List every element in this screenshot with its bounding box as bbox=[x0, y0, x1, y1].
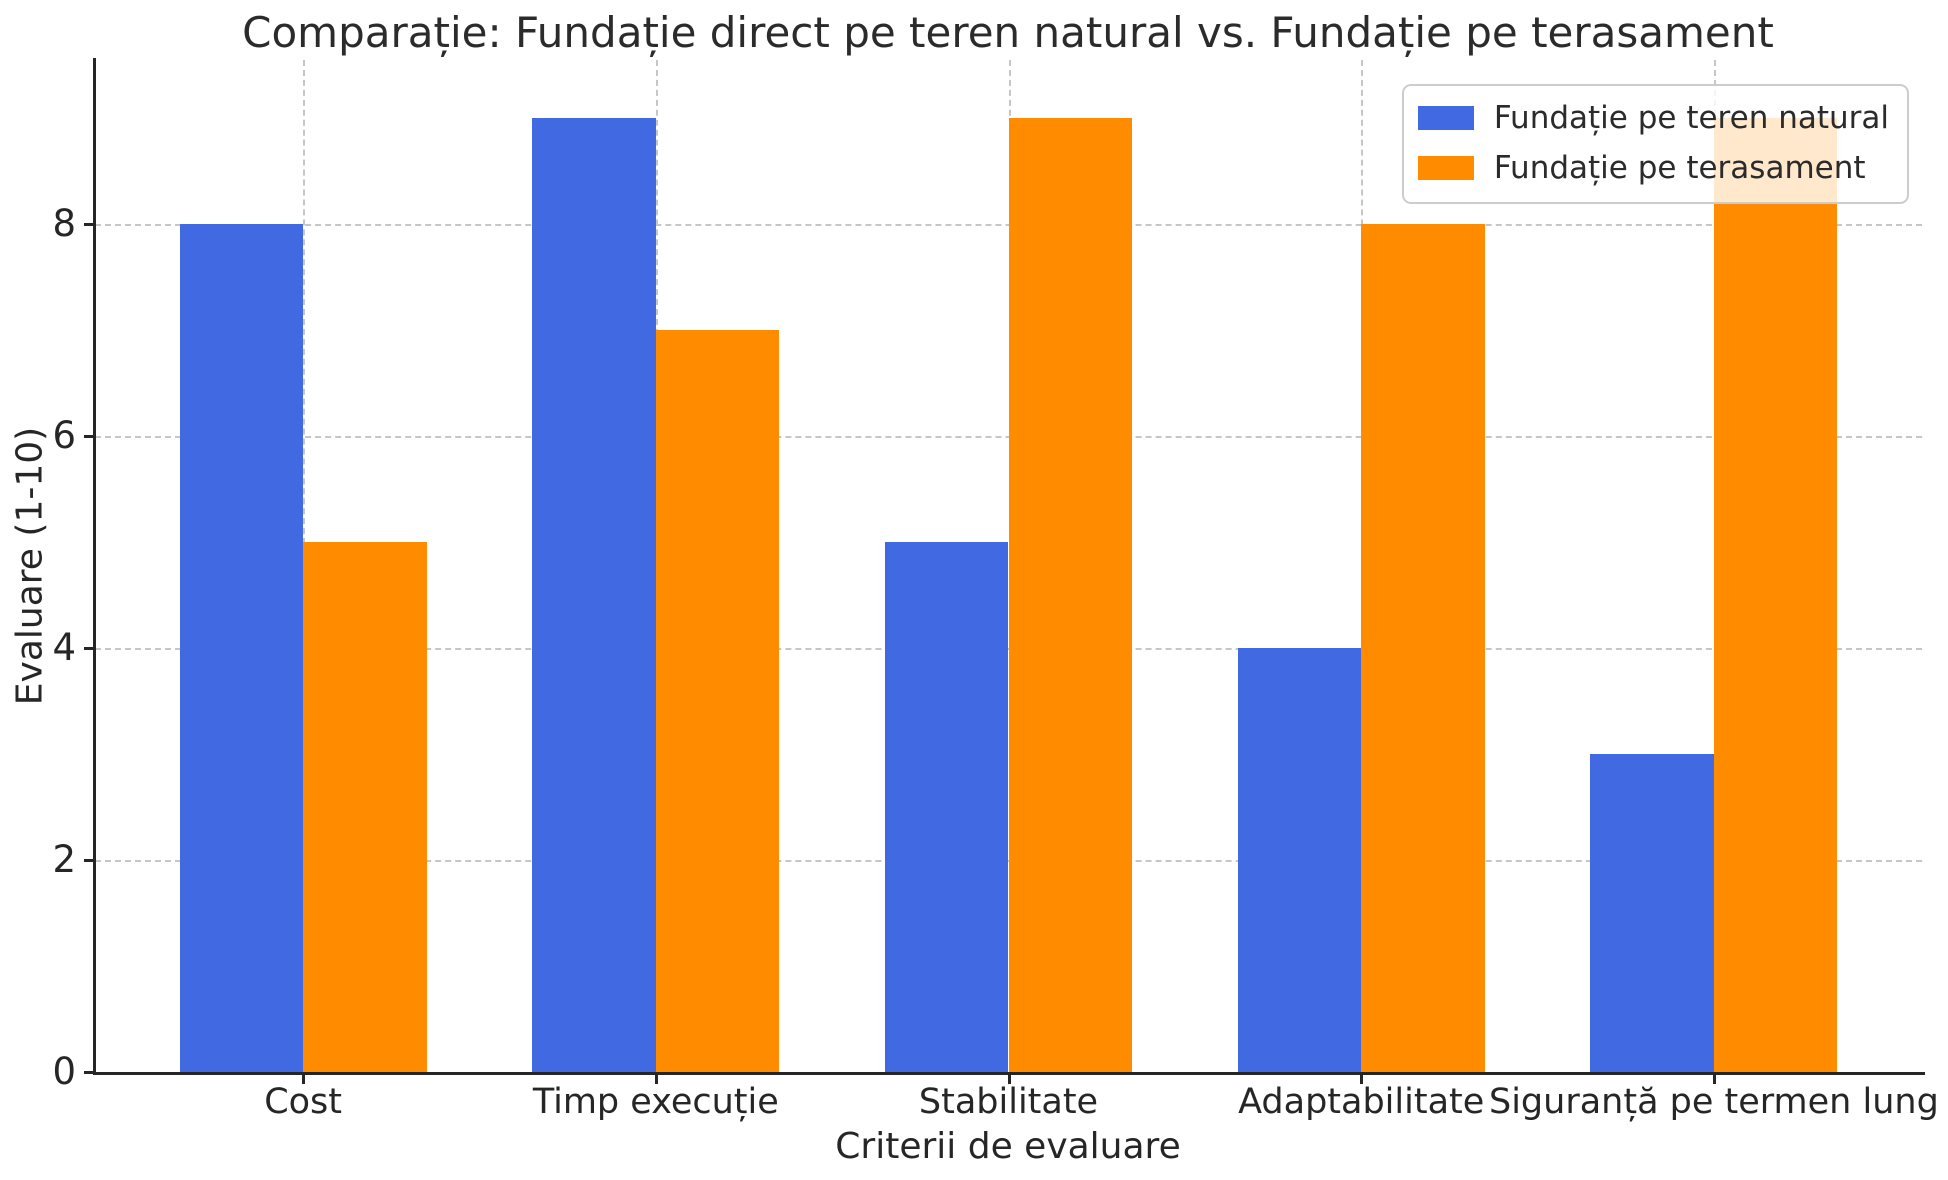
bar-fundație-pe-terasament bbox=[655, 330, 780, 1072]
bar-fundație-pe-terasament bbox=[303, 542, 427, 1072]
y-tick-label: 6 bbox=[52, 414, 76, 458]
bottom-spine bbox=[93, 1072, 1925, 1075]
y-tick-label: 4 bbox=[52, 626, 76, 670]
x-tick-label: Siguranță pe termen lung bbox=[1488, 1082, 1939, 1122]
bar-fundație-pe-teren-natural bbox=[532, 118, 656, 1072]
x-tick-label: Timp execuție bbox=[532, 1082, 779, 1122]
plot-area: Fundație pe teren natural Fundație pe ter… bbox=[95, 60, 1922, 1072]
legend-label: Fundație pe teren natural bbox=[1493, 100, 1889, 136]
bar-fundație-pe-teren-natural bbox=[179, 224, 304, 1072]
legend: Fundație pe teren natural Fundație pe ter… bbox=[1401, 84, 1909, 204]
x-tick-label: Stabilitate bbox=[918, 1082, 1099, 1122]
bar-fundație-pe-teren-natural bbox=[1237, 648, 1362, 1072]
x-axis-label: Criterii de evaluare bbox=[835, 1126, 1181, 1167]
y-tick-mark bbox=[84, 223, 93, 227]
x-tick-mark bbox=[1360, 1075, 1364, 1084]
legend-item-fundație-pe-terasament: Fundație pe terasament bbox=[1417, 146, 1889, 190]
y-tick-label: 0 bbox=[52, 1050, 76, 1093]
bar-fundație-pe-teren-natural bbox=[1590, 754, 1714, 1072]
x-tick-mark bbox=[1007, 1075, 1011, 1084]
legend-swatch-fundație-pe-teren-natural bbox=[1417, 106, 1474, 130]
left-spine bbox=[93, 58, 96, 1075]
x-tick-label: Adaptabilitate bbox=[1238, 1082, 1485, 1122]
x-tick-mark bbox=[302, 1075, 306, 1084]
y-tick-label: 8 bbox=[52, 202, 76, 246]
bar-fundație-pe-teren-natural bbox=[885, 542, 1009, 1072]
y-tick-mark bbox=[84, 435, 93, 439]
bar-fundație-pe-terasament bbox=[1361, 224, 1485, 1072]
legend-swatch-fundație-pe-terasament bbox=[1417, 156, 1474, 180]
legend-item-fundație-pe-teren-natural: Fundație pe teren natural bbox=[1417, 96, 1889, 140]
x-tick-mark bbox=[654, 1075, 658, 1084]
chart-title: Comparație: Fundație direct pe teren nat… bbox=[242, 8, 1774, 57]
bar-fundație-pe-terasament bbox=[1713, 118, 1838, 1072]
bar-fundație-pe-terasament bbox=[1008, 118, 1132, 1072]
legend-label: Fundație pe terasament bbox=[1493, 150, 1866, 186]
x-tick-mark bbox=[1712, 1075, 1716, 1084]
y-tick-mark bbox=[84, 859, 93, 863]
y-tick-label: 2 bbox=[52, 838, 76, 882]
x-tick-label: Cost bbox=[264, 1082, 342, 1122]
y-tick-mark bbox=[84, 647, 93, 651]
y-tick-mark bbox=[84, 1071, 93, 1074]
